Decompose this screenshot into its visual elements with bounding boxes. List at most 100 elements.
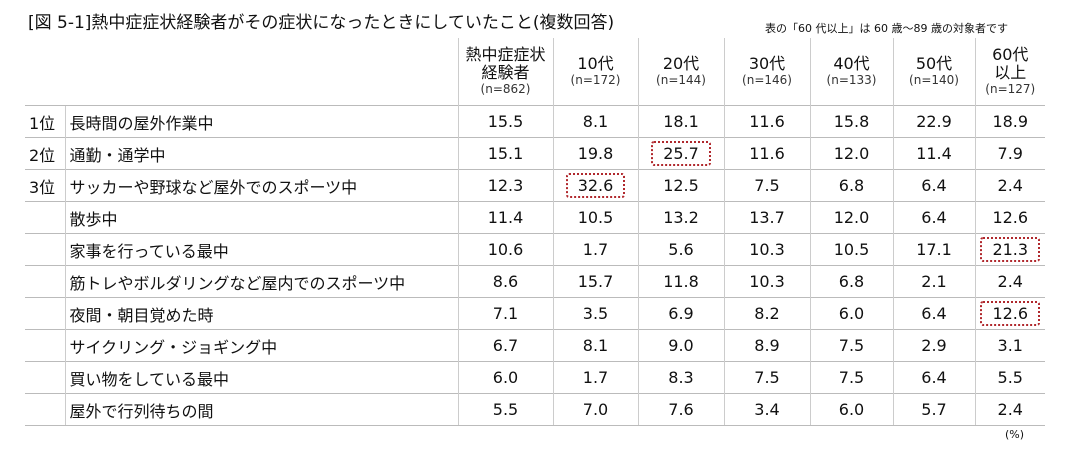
- cell: 10.5: [552, 201, 638, 234]
- column-header: 40代 (n=133): [809, 38, 893, 106]
- cell: 7.5: [723, 361, 810, 394]
- table-row: 3位 サッカーや野球など屋外でのスポーツ中 12.3 32.6 12.5 7.5 6.8 6.…: [25, 169, 1045, 202]
- cell: 22.9: [892, 105, 975, 138]
- cell: 18.1: [637, 105, 724, 138]
- title: [図 5-1]熱中症症状経験者がその症状になったときにしていたこと(複数回答): [28, 13, 615, 33]
- rank-blank: [25, 393, 65, 426]
- item: 散歩中: [64, 201, 458, 234]
- header-blank: [25, 38, 458, 106]
- cell: 12.5: [637, 169, 724, 202]
- cell: 11.6: [723, 105, 810, 138]
- column-label: 60代: [992, 45, 1029, 64]
- item: 家事を行っている最中: [64, 233, 458, 266]
- rank-blank: [25, 329, 65, 362]
- cell: 6.9: [637, 297, 724, 330]
- cell: 12.0: [809, 201, 893, 234]
- column-n: (n=862): [480, 82, 531, 96]
- cell: 15.8: [809, 105, 893, 138]
- column-label: 20代: [662, 54, 700, 73]
- cell: 6.8: [809, 169, 893, 202]
- cell: 13.7: [723, 201, 810, 234]
- cell: 7.6: [637, 393, 724, 426]
- cell: 8.9: [723, 329, 810, 362]
- cell: 6.4: [892, 361, 975, 394]
- column-n: (n=144): [656, 73, 706, 87]
- cell: 17.1: [892, 233, 975, 266]
- cell: 10.3: [723, 265, 810, 298]
- column-n: (n=172): [570, 73, 621, 87]
- cell: 6.0: [457, 361, 553, 394]
- item: 長時間の屋外作業中: [64, 105, 458, 138]
- cell: 12.6: [974, 297, 1045, 330]
- note: 表の「60 代以上」は 60 歳～89 歳の対象者です: [765, 22, 1008, 35]
- cell: 2.1: [892, 265, 975, 298]
- cell: 5.7: [892, 393, 975, 426]
- cell: 6.0: [809, 297, 893, 330]
- highlighted-value: 25.7: [651, 141, 711, 166]
- item: サイクリング・ジョギング中: [64, 329, 458, 362]
- column-label: 10代: [577, 54, 614, 73]
- rank-blank: [25, 361, 65, 394]
- cell: 25.7: [637, 137, 724, 170]
- cell: 5.5: [457, 393, 553, 426]
- cell: 6.4: [892, 169, 975, 202]
- table-row: 家事を行っている最中 10.6 1.7 5.6 10.3 10.5 17.1 21.3: [25, 233, 1045, 266]
- cell: 10.6: [457, 233, 553, 266]
- cell: 7.0: [552, 393, 638, 426]
- column-n: (n=133): [826, 73, 877, 87]
- table: 熱中症症状 経験者 (n=862) 10代 (n=172) 20代 (n=144) 30代 (n…: [25, 38, 1045, 426]
- item: 通勤・通学中: [64, 137, 458, 170]
- cell: 1.7: [552, 361, 638, 394]
- column-header: 熱中症症状 経験者 (n=862): [457, 38, 553, 106]
- rank-blank: [25, 297, 65, 330]
- table-row: 買い物をしている最中 6.0 1.7 8.3 7.5 7.5 6.4 5.5: [25, 361, 1045, 394]
- cell: 18.9: [974, 105, 1045, 138]
- cell: 15.7: [552, 265, 638, 298]
- item: 屋外で行列待ちの間: [64, 393, 458, 426]
- cell: 7.5: [723, 169, 810, 202]
- cell: 12.0: [809, 137, 893, 170]
- column-label: 熱中症症状: [465, 45, 546, 64]
- rank-blank: [25, 265, 65, 298]
- cell: 12.3: [457, 169, 553, 202]
- cell: 3.4: [723, 393, 810, 426]
- cell: 2.9: [892, 329, 975, 362]
- column-n: (n=146): [742, 73, 792, 87]
- cell: 8.2: [723, 297, 810, 330]
- cell: 15.5: [457, 105, 553, 138]
- table-body: 1位 長時間の屋外作業中 15.5 8.1 18.1 11.6 15.8 22.9 18.9 2位…: [25, 105, 1045, 426]
- item: サッカーや野球など屋外でのスポーツ中: [64, 169, 458, 202]
- cell: 8.1: [552, 105, 638, 138]
- column-n: (n=140): [909, 73, 959, 87]
- cell: 2.4: [974, 265, 1045, 298]
- cell: 13.2: [637, 201, 724, 234]
- item: 筋トレやボルダリングなど屋内でのスポーツ中: [64, 265, 458, 298]
- table-row: 2位 通勤・通学中 15.1 19.8 25.7 11.6 12.0 11.4 7.9: [25, 137, 1045, 170]
- column-header: 10代 (n=172): [552, 38, 638, 106]
- cell: 10.3: [723, 233, 810, 266]
- table-row: 散歩中 11.4 10.5 13.2 13.7 12.0 6.4 12.6: [25, 201, 1045, 234]
- highlighted-value: 32.6: [565, 173, 626, 198]
- cell: 8.6: [457, 265, 553, 298]
- item: 買い物をしている最中: [64, 361, 458, 394]
- column-label: 経験者: [481, 63, 530, 82]
- column-label: 以上: [994, 63, 1027, 82]
- cell: 8.1: [552, 329, 638, 362]
- cell: 8.3: [637, 361, 724, 394]
- rank: 1位: [25, 105, 65, 138]
- column-header: 30代 (n=146): [723, 38, 810, 106]
- cell: 6.8: [809, 265, 893, 298]
- cell: 5.6: [637, 233, 724, 266]
- column-header: 50代 (n=140): [892, 38, 975, 106]
- cell: 21.3: [974, 233, 1045, 266]
- cell: 6.0: [809, 393, 893, 426]
- table-row: サイクリング・ジョギング中 6.7 8.1 9.0 8.9 7.5 2.9 3.1: [25, 329, 1045, 362]
- cell: 12.6: [974, 201, 1045, 234]
- rank: 3位: [25, 169, 65, 202]
- cell: 6.4: [892, 297, 975, 330]
- rank-blank: [25, 201, 65, 234]
- cell: 7.9: [974, 137, 1045, 170]
- table-row: 筋トレやボルダリングなど屋内でのスポーツ中 8.6 15.7 11.8 10.3 6.8 2…: [25, 265, 1045, 298]
- cell: 2.4: [974, 169, 1045, 202]
- cell: 6.4: [892, 201, 975, 234]
